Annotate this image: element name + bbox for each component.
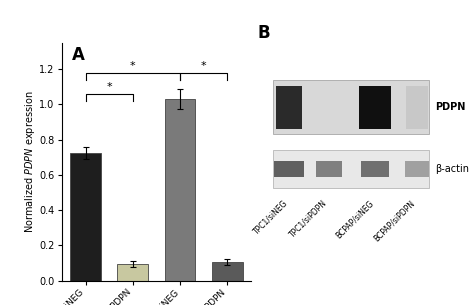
Bar <box>273 81 428 134</box>
Text: TPC1/siPDPN: TPC1/siPDPN <box>288 199 329 239</box>
Text: PDPN: PDPN <box>435 102 465 112</box>
Text: B: B <box>257 24 270 42</box>
Text: β-actin: β-actin <box>435 164 469 174</box>
Bar <box>118 264 148 281</box>
Bar <box>359 86 391 129</box>
Bar <box>273 150 428 188</box>
Bar <box>276 86 302 129</box>
Y-axis label: Normalized $PDPN$ expression: Normalized $PDPN$ expression <box>23 91 36 233</box>
Text: *: * <box>106 82 112 92</box>
Text: *: * <box>130 61 136 71</box>
Text: TPC1/siNEG: TPC1/siNEG <box>252 199 289 236</box>
Bar <box>405 161 428 177</box>
Bar <box>274 161 304 177</box>
Text: A: A <box>73 46 85 64</box>
Text: BCPAP/siPDPN: BCPAP/siPDPN <box>372 199 417 243</box>
Bar <box>164 99 195 281</box>
Bar <box>406 86 428 129</box>
Bar <box>361 161 389 177</box>
Bar <box>212 262 243 281</box>
Text: *: * <box>201 61 207 71</box>
Bar <box>316 161 342 177</box>
Bar <box>70 153 101 281</box>
Text: BCPAP/siNEG: BCPAP/siNEG <box>334 199 375 240</box>
